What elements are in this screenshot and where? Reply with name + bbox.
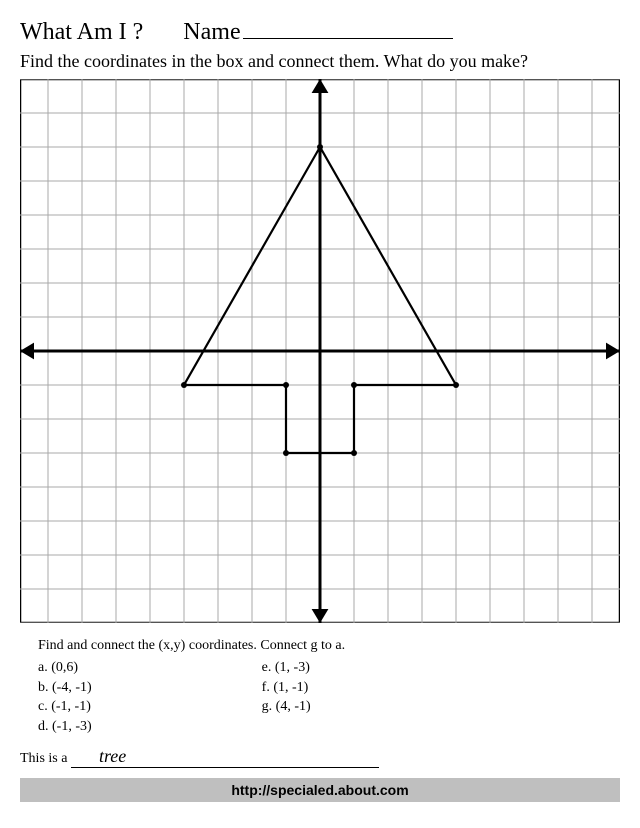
coordinate-graph bbox=[20, 79, 620, 628]
instructions-text: Find the coordinates in the box and conn… bbox=[20, 48, 620, 75]
name-blank-line[interactable] bbox=[243, 18, 453, 39]
name-field: Name bbox=[183, 18, 452, 46]
coord-col-right: e. (1, -3) f. (1, -1) g. (4, -1) bbox=[262, 658, 311, 736]
coord-item: c. (-1, -1) bbox=[38, 697, 92, 717]
coord-item: d. (-1, -3) bbox=[38, 717, 92, 737]
coord-col-left: a. (0,6) b. (-4, -1) c. (-1, -1) d. (-1,… bbox=[38, 658, 92, 736]
footer-bar: http://specialed.about.com bbox=[20, 778, 620, 802]
answer-value[interactable]: tree bbox=[71, 746, 379, 768]
answer-row: This is a tree bbox=[20, 746, 620, 768]
name-label: Name bbox=[183, 19, 240, 45]
coordinates-box: Find and connect the (x,y) coordinates. … bbox=[20, 638, 620, 736]
answer-label: This is a bbox=[20, 751, 67, 766]
coord-item: a. (0,6) bbox=[38, 658, 92, 678]
coord-item: g. (4, -1) bbox=[262, 697, 311, 717]
coord-item: f. (1, -1) bbox=[262, 678, 311, 698]
coord-heading: Find and connect the (x,y) coordinates. … bbox=[38, 638, 620, 654]
header-row: What Am I ? Name bbox=[20, 18, 620, 46]
graph-svg bbox=[20, 79, 620, 623]
coord-item: b. (-4, -1) bbox=[38, 678, 92, 698]
coord-item: e. (1, -3) bbox=[262, 658, 311, 678]
page-title: What Am I ? bbox=[20, 19, 143, 46]
